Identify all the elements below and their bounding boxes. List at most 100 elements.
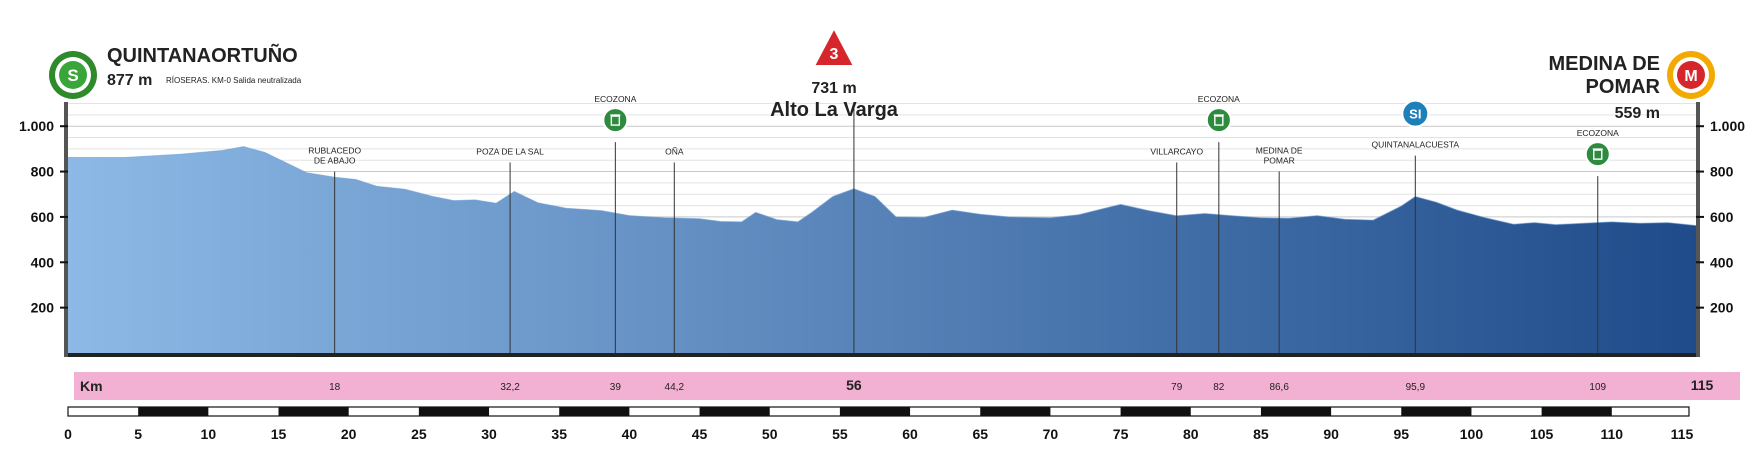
y-tick-label-left: 200 — [31, 300, 55, 316]
start-badge-icon — [59, 61, 87, 89]
km-scale-tick-label: 10 — [201, 426, 217, 442]
profile-area-layer — [64, 102, 1700, 357]
waypoint-lines — [334, 103, 1599, 353]
km-band-value: 18 — [329, 382, 341, 393]
y-tick-label-left: 800 — [31, 164, 55, 180]
km-scale-tick-label: 25 — [411, 426, 427, 442]
km-scale-tick-label: 70 — [1043, 426, 1059, 442]
km-scale-segment — [1401, 407, 1472, 416]
start-name: QUINTANAORTUÑO — [107, 44, 298, 67]
km-band-value: 86,6 — [1269, 382, 1289, 393]
start-header: S QUINTANAORTUÑO 877 m RÍOSERAS. KM-0 Sa… — [49, 44, 302, 99]
km-scale-segment — [1120, 407, 1191, 416]
waypoint-label: RUBLACEDO — [308, 146, 361, 156]
km-scale-tick-label: 115 — [1671, 426, 1694, 442]
bin-icon — [1214, 115, 1224, 126]
km-scale-tick-label: 80 — [1183, 426, 1199, 442]
y-tick-label-right: 600 — [1710, 209, 1734, 225]
km-scale-tick-label: 55 — [832, 426, 848, 442]
y-axes: 200 200 400 400 600 600 800 800 1.000 1.000 — [19, 118, 1745, 315]
km-band-value: 115 — [1691, 377, 1714, 393]
km-scale-tick-label: 0 — [64, 426, 72, 442]
km-band-value: 95,9 — [1406, 382, 1426, 393]
finish-name-line2: POMAR — [1586, 76, 1661, 98]
y-tick-label-right: 1.000 — [1710, 118, 1745, 134]
km-scale-tick-label: 50 — [762, 426, 778, 442]
km-scale-tick-label: 15 — [271, 426, 287, 442]
waypoint-label: POZA DE LA SAL — [476, 146, 544, 156]
finish-badge-letter: M — [1684, 68, 1697, 85]
ecozona-icon — [1584, 141, 1611, 168]
sprint-icon — [1401, 99, 1430, 128]
km-scale-segment — [138, 407, 209, 416]
km-band-background — [74, 372, 1740, 400]
km-scale-tick-label: 110 — [1600, 426, 1623, 442]
y-tick-label-left: 400 — [31, 254, 55, 270]
climb-name: Alto La Varga — [770, 99, 899, 121]
climb-category-icon — [812, 25, 856, 67]
bin-icon — [610, 115, 621, 126]
elevation-profile-line — [68, 146, 1697, 226]
km-band-value: 32,2 — [500, 382, 520, 393]
km-scale-tick-label: 40 — [622, 426, 638, 442]
km-band-label: Km — [80, 378, 103, 394]
km-scale-tick-label: 85 — [1253, 426, 1269, 442]
left-axis-bar — [64, 102, 68, 357]
finish-badge-icon — [1677, 61, 1705, 89]
km-band-value: 56 — [846, 377, 862, 393]
km-scale-tick-label: 105 — [1530, 426, 1554, 442]
km-scale-tick-label: 5 — [134, 426, 142, 442]
km-scale: 0 5 10 15 20 25 30 35 40 45 50 55 60 65 70 75 80 85 90 95 10… — [64, 406, 1694, 442]
km-band-value: 109 — [1589, 382, 1606, 393]
km-scale-tick-label: 90 — [1323, 426, 1339, 442]
km-scale-tick-label: 60 — [902, 426, 918, 442]
start-elevation: 877 m — [107, 72, 152, 89]
ecozona-label: ECOZONA — [1198, 94, 1240, 104]
right-axis-bar — [1696, 102, 1700, 357]
climb-category-number: 3 — [830, 46, 839, 63]
km-band-value: 82 — [1213, 382, 1225, 393]
km-scale-segment — [839, 407, 911, 416]
km-scale-tick-label: 65 — [972, 426, 988, 442]
finish-name-line1: MEDINA DE — [1549, 53, 1660, 75]
y-tick-label-right: 800 — [1710, 164, 1734, 180]
y-tick-label-left: 1.000 — [19, 118, 54, 134]
waypoint-label-line2: POMAR — [1264, 156, 1295, 166]
climb-header: 3 a 731 m Alto La Varga — [770, 25, 899, 121]
y-tick-label-right: 400 — [1710, 254, 1734, 270]
km-band-value: 79 — [1171, 382, 1183, 393]
ecozona-label: ECOZONA — [1577, 128, 1619, 138]
sprint-badge-label: SI — [1409, 107, 1421, 122]
waypoint-label: VILLARCAYO — [1150, 146, 1203, 156]
km-scale-segment — [559, 407, 630, 416]
waypoint-label: MEDINA DE — [1256, 146, 1303, 156]
plot-baseline — [64, 353, 1700, 357]
km-band-value: 44,2 — [665, 382, 685, 393]
km-scale-segment — [699, 407, 770, 416]
ecozona-label: ECOZONA — [594, 94, 636, 104]
km-scale-tick-label: 75 — [1113, 426, 1129, 442]
km-scale-tick-label: 95 — [1393, 426, 1409, 442]
bin-icon — [1593, 149, 1603, 160]
waypoint-label: OÑA — [665, 146, 684, 156]
km-scale-segment — [1260, 407, 1332, 416]
climb-category-suffix: a — [845, 44, 850, 53]
km-scale-tick-label: 30 — [481, 426, 497, 442]
km-scale-segment — [278, 407, 349, 416]
km-scale-tick-label: 20 — [341, 426, 357, 442]
km-scale-tick-label: 100 — [1460, 426, 1484, 442]
km-band-value: 39 — [610, 382, 622, 393]
waypoint-icons: SI — [602, 99, 1611, 168]
finish-header: M MEDINA DE POMAR 559 m — [1549, 51, 1715, 122]
km-scale-tick-label: 45 — [692, 426, 708, 442]
start-note: RÍOSERAS. KM-0 Salida neutralizada — [166, 76, 302, 85]
climb-elevation: 731 m — [811, 80, 856, 97]
km-scale-segment — [980, 407, 1051, 416]
km-band: Km 18 32,2 39 44,2 56 79 82 86,6 95,9 109 115 — [74, 372, 1740, 400]
waypoint-label-line2: DE ABAJO — [314, 156, 356, 166]
y-tick-label-left: 600 — [31, 209, 55, 225]
start-badge-letter: S — [67, 66, 78, 85]
